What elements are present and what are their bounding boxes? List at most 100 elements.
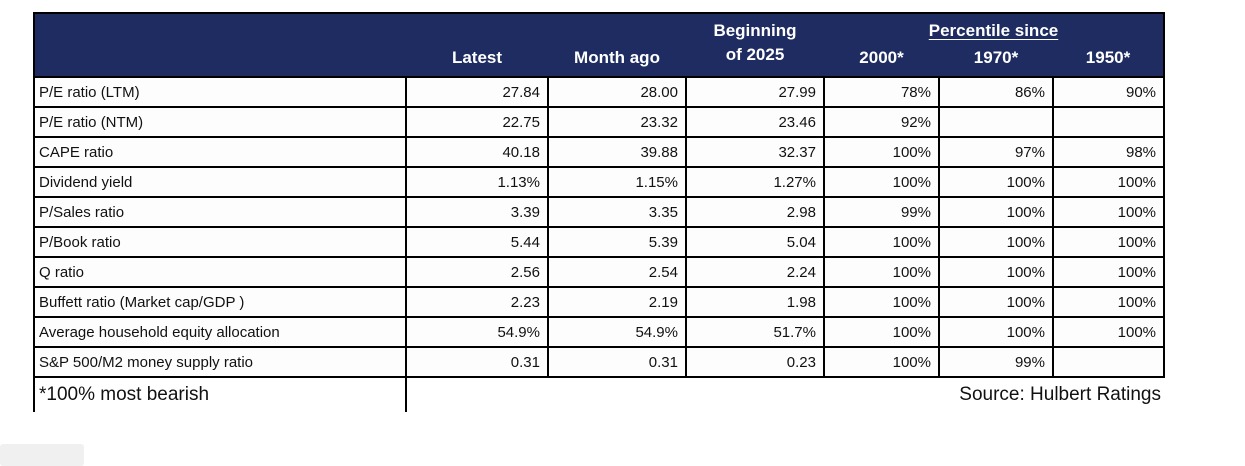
cell-pct-1970: 100% [938,196,1054,228]
row-label: Dividend yield [33,166,407,198]
cell-pct-1950: 100% [1051,226,1166,258]
table-row-p-sales: P/Sales ratio 3.39 3.35 2.98 99% 100% 10… [33,196,1166,228]
cell-month-ago: 39.88 [547,136,687,168]
cell-latest: 22.75 [405,106,549,138]
table-row-household-equity: Average household equity allocation 54.9… [33,316,1166,348]
cell-pct-1970: 100% [938,226,1054,258]
cell-beginning-2025: 27.99 [685,76,825,108]
row-label: S&P 500/M2 money supply ratio [33,346,407,378]
column-header-latest: Latest [406,13,548,77]
table-row-pe-ntm: P/E ratio (NTM) 22.75 23.32 23.46 92% [33,106,1166,138]
cell-beginning-2025: 32.37 [685,136,825,168]
cell-pct-1950: 98% [1051,136,1166,168]
cell-beginning-2025: 2.98 [685,196,825,228]
cell-latest: 40.18 [405,136,549,168]
cell-pct-1970: 99% [938,346,1054,378]
cell-pct-1950: 100% [1051,196,1166,228]
cell-latest: 2.56 [405,256,549,288]
cell-beginning-2025: 5.04 [685,226,825,258]
column-header-beginning-of-2025: Beginning of 2025 [686,13,824,77]
row-label: Q ratio [33,256,407,288]
cell-beginning-2025: 1.27% [685,166,825,198]
row-label: P/Sales ratio [33,196,407,228]
cell-pct-2000: 92% [823,106,940,138]
cell-month-ago: 1.15% [547,166,687,198]
header-row-bottom: 2000* 1970* 1950* [34,43,1165,77]
table-row-dividend-yield: Dividend yield 1.13% 1.15% 1.27% 100% 10… [33,166,1166,198]
column-group-percentile-since: Percentile since [824,13,1165,43]
cell-latest: 5.44 [405,226,549,258]
cell-month-ago: 0.31 [547,346,687,378]
cell-pct-1970: 100% [938,316,1054,348]
cell-latest: 0.31 [405,346,549,378]
metric-column-header-empty [34,13,406,77]
cell-month-ago: 23.32 [547,106,687,138]
row-label: CAPE ratio [33,136,407,168]
table-row-buffett: Buffett ratio (Market cap/GDP ) 2.23 2.1… [33,286,1166,318]
beginning-line1: Beginning [713,20,797,40]
row-label: Average household equity allocation [33,316,407,348]
column-header-2000: 2000* [824,43,939,77]
column-header-1950: 1950* [1053,43,1165,77]
valuation-table: Latest Month ago Beginning of 2025 Percen… [33,12,1166,412]
cell-pct-2000: 100% [823,346,940,378]
cell-beginning-2025: 0.23 [685,346,825,378]
table-row-p-book: P/Book ratio 5.44 5.39 5.04 100% 100% 10… [33,226,1166,258]
cell-month-ago: 5.39 [547,226,687,258]
cell-beginning-2025: 2.24 [685,256,825,288]
cell-month-ago: 2.54 [547,256,687,288]
cell-pct-2000: 100% [823,136,940,168]
cell-pct-1950 [1051,346,1166,378]
cell-pct-1950: 100% [1051,316,1166,348]
cell-latest: 3.39 [405,196,549,228]
cell-pct-2000: 100% [823,316,940,348]
cell-latest: 27.84 [405,76,549,108]
cell-pct-1970 [938,106,1054,138]
header-row-top: Latest Month ago Beginning of 2025 Percen… [34,13,1165,77]
cell-pct-2000: 99% [823,196,940,228]
cell-pct-2000: 78% [823,76,940,108]
table-row-sp500-m2: S&P 500/M2 money supply ratio 0.31 0.31 … [33,346,1166,378]
corner-artifact [0,444,84,466]
row-label: P/E ratio (LTM) [33,76,407,108]
beginning-line2: of 2025 [725,45,785,65]
cell-pct-2000: 100% [823,226,940,258]
column-header-1970: 1970* [939,43,1053,77]
source-credit: Source: Hulbert Ratings [959,384,1161,405]
cell-month-ago: 2.19 [547,286,687,318]
table-row-pe-ltm: P/E ratio (LTM) 27.84 28.00 27.99 78% 86… [33,76,1166,108]
cell-pct-1970: 97% [938,136,1054,168]
cell-pct-2000: 100% [823,286,940,318]
footnote: *100% most bearish [33,378,407,412]
cell-pct-2000: 100% [823,166,940,198]
row-label: P/Book ratio [33,226,407,258]
cell-month-ago: 54.9% [547,316,687,348]
table-row-cape: CAPE ratio 40.18 39.88 32.37 100% 97% 98… [33,136,1166,168]
cell-latest: 1.13% [405,166,549,198]
cell-pct-1950: 90% [1051,76,1166,108]
percentile-since-label: Percentile since [928,20,1059,40]
row-label: Buffett ratio (Market cap/GDP ) [33,286,407,318]
cell-pct-1950 [1051,106,1166,138]
valuation-metrics-table: Latest Month ago Beginning of 2025 Percen… [33,12,1166,378]
table-footer: *100% most bearish Source: Hulbert Ratin… [33,378,1163,412]
cell-latest: 2.23 [405,286,549,318]
cell-beginning-2025: 51.7% [685,316,825,348]
cell-beginning-2025: 1.98 [685,286,825,318]
cell-pct-1970: 86% [938,76,1054,108]
cell-pct-1970: 100% [938,286,1054,318]
cell-pct-2000: 100% [823,256,940,288]
cell-pct-1950: 100% [1051,166,1166,198]
table-header: Latest Month ago Beginning of 2025 Percen… [34,13,1165,77]
row-label: P/E ratio (NTM) [33,106,407,138]
cell-pct-1950: 100% [1051,256,1166,288]
cell-pct-1970: 100% [938,166,1054,198]
cell-beginning-2025: 23.46 [685,106,825,138]
cell-month-ago: 3.35 [547,196,687,228]
cell-month-ago: 28.00 [547,76,687,108]
table-row-q-ratio: Q ratio 2.56 2.54 2.24 100% 100% 100% [33,256,1166,288]
cell-latest: 54.9% [405,316,549,348]
table-body: P/E ratio (LTM) 27.84 28.00 27.99 78% 86… [33,76,1166,378]
cell-pct-1970: 100% [938,256,1054,288]
column-header-month-ago: Month ago [548,13,686,77]
